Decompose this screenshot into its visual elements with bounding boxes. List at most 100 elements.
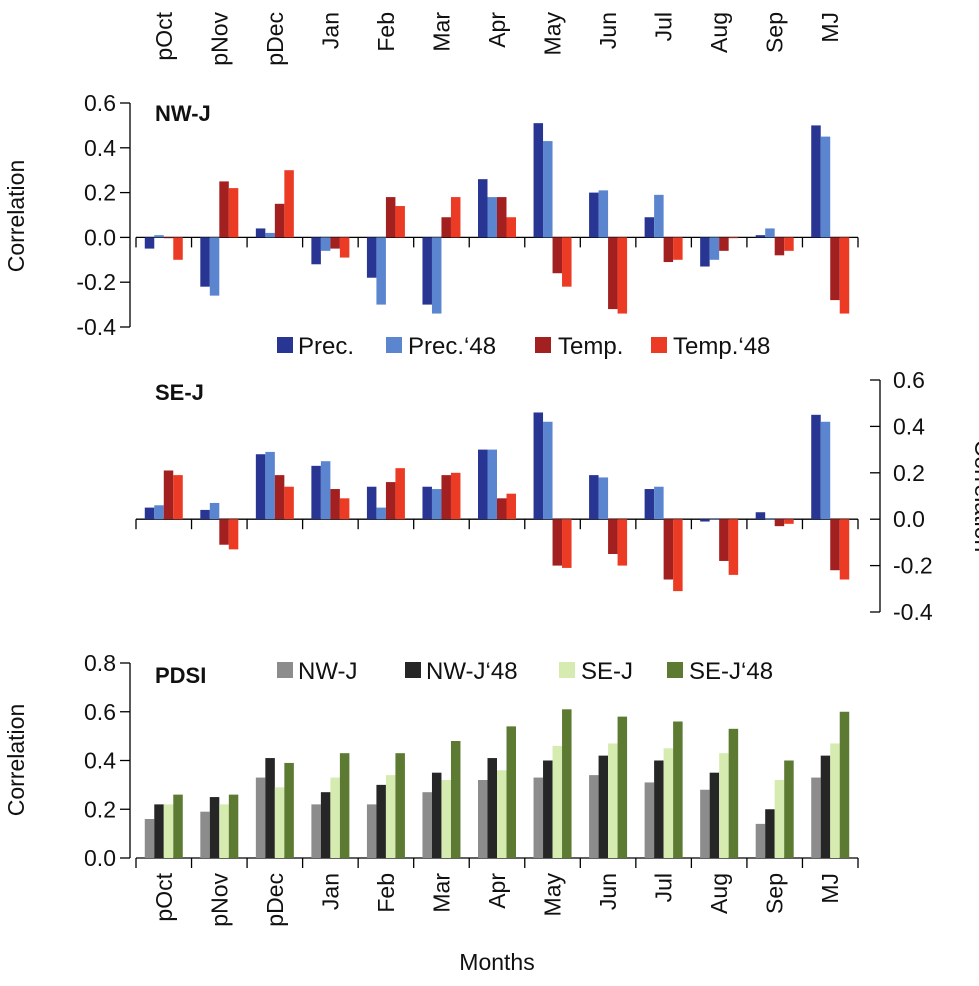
bar [219,181,229,238]
bar [608,237,618,310]
bar [700,789,710,858]
x-tick-label: Jul [651,12,677,41]
bar [431,772,442,858]
bar [274,203,285,238]
bar [765,228,775,238]
x-tick-label: pDec [262,873,288,927]
bar [820,136,831,238]
bar [320,461,331,520]
legend-label: Temp.‘48 [673,333,770,360]
bar [598,755,609,858]
y-axis-label: Correlation [3,704,29,817]
bar [608,743,618,858]
bar [543,760,553,858]
bar [228,794,239,858]
bar [385,197,396,238]
bar [755,512,766,520]
bar [673,721,683,858]
bar [478,179,488,238]
bar [144,237,155,249]
bar [728,519,739,575]
bar [173,794,183,858]
x-tick-label: MJ [817,12,843,43]
bar [330,777,340,858]
bar [543,141,553,238]
bar [728,237,739,239]
y-tick-label: -0.2 [893,553,933,579]
x-tick-label: MJ [817,873,843,904]
bar [311,804,321,858]
bar [274,475,285,520]
x-tick-label: pDec [262,12,288,66]
bar [506,726,516,858]
bar [376,784,386,858]
bar [673,519,683,592]
bar [552,745,563,858]
legend-label: NW-J [298,658,358,685]
bar [450,741,461,858]
bar [589,775,599,858]
x-tick-label: pNov [206,873,232,927]
bar [255,228,266,238]
panel-title: PDSI [155,663,206,688]
bar [366,486,377,520]
bar [765,809,775,858]
bar [154,235,164,238]
bar [506,493,516,520]
legend-swatch [667,662,683,678]
bar [820,755,831,858]
bar [255,777,266,858]
x-tick-label: Feb [373,873,399,913]
bar [839,237,850,314]
bar [478,780,488,858]
legend-swatch [651,337,667,353]
bar [497,770,507,858]
bar [320,792,331,858]
bar [487,449,497,520]
bar [644,489,655,520]
y-tick-label: -0.4 [893,599,933,625]
bar [154,804,164,858]
x-tick-label: Sep [762,873,788,914]
legend-label: SE-J [581,658,633,685]
bar [506,217,516,238]
legend-label: SE-J‘48 [689,658,773,685]
bar [774,519,785,527]
bar [395,468,405,520]
bar [562,237,572,287]
bar [830,743,840,858]
bar [644,782,655,858]
bar [209,237,220,296]
x-tick-label: pOct [151,11,177,60]
bar [366,804,377,858]
bar [311,237,321,265]
bar [820,421,831,520]
bar [497,197,507,238]
x-tick-label: Jun [595,12,621,49]
x-tick-label: pOct [151,872,177,921]
bar [830,519,840,571]
bar [755,823,766,858]
x-tick-label: Jun [595,873,621,910]
bar [562,709,572,858]
x-tick-label: Aug [706,12,732,53]
bar [441,780,451,858]
bar [339,753,350,858]
bar [497,498,507,520]
bar [755,235,766,238]
bar [265,232,275,238]
bar [784,519,794,524]
bar [839,711,850,858]
bar [320,237,331,251]
bar [219,519,229,545]
y-tick-label: 0.6 [84,90,116,116]
bar [811,125,821,238]
bar [173,237,183,260]
x-tick-label: May [540,12,566,56]
bar [450,197,461,238]
bar [422,237,432,305]
bar [431,237,442,314]
bar [830,237,840,301]
bar [163,237,174,239]
